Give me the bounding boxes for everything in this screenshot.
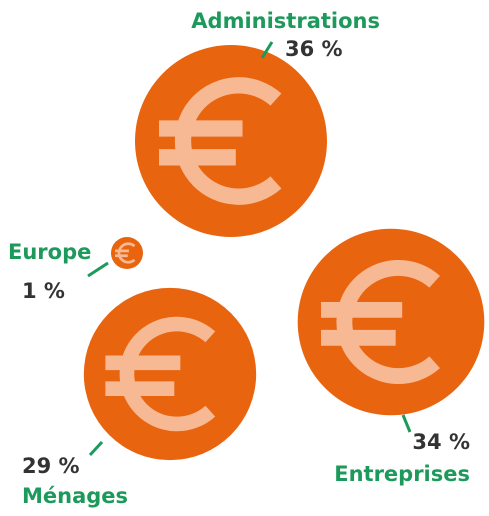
value-label: 29 % [22, 454, 80, 478]
euro-sign [321, 260, 440, 384]
category-label: Europe [8, 240, 91, 264]
coin-disc [135, 45, 327, 237]
coin [297, 228, 485, 416]
leader-line [88, 440, 104, 457]
value-label: 34 % [412, 430, 470, 454]
category-label: Ménages [22, 484, 128, 508]
value-label: 1 % [22, 279, 65, 303]
leader-line [401, 414, 412, 433]
coin [83, 287, 257, 461]
coin-disc [111, 237, 143, 269]
euro-sign [115, 242, 136, 264]
category-label: Entreprises [334, 462, 470, 486]
leader-line [260, 41, 274, 59]
coin [111, 237, 143, 269]
euro-sign [159, 77, 282, 205]
category-label: Administrations [191, 9, 380, 33]
coin [135, 45, 327, 237]
coin-disc [297, 228, 485, 416]
euro-sign [105, 316, 216, 432]
value-label: 36 % [285, 37, 343, 61]
coin-disc [83, 287, 257, 461]
leader-line [87, 261, 109, 278]
